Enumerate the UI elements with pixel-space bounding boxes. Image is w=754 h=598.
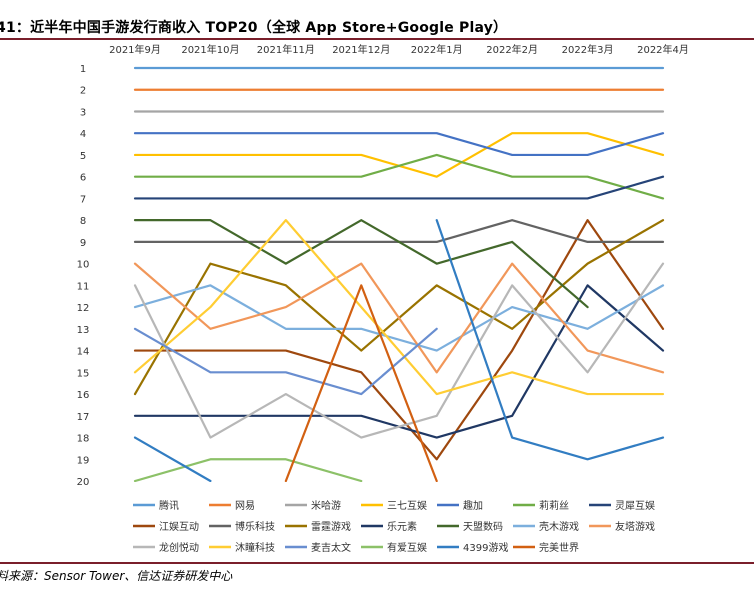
series-line-14 xyxy=(133,262,665,374)
legend-label: 乐元素 xyxy=(387,520,417,533)
x-tick-label: 2021年11月 xyxy=(257,43,315,56)
legend-label: 沐瞳科技 xyxy=(235,541,275,554)
y-tick-label: 3 xyxy=(80,107,86,118)
legend-label: 友塔游戏 xyxy=(615,520,655,533)
x-tick-label: 2022年1月 xyxy=(411,43,463,56)
series-lines xyxy=(133,66,665,482)
series-line-5 xyxy=(133,132,665,157)
y-tick-label: 13 xyxy=(77,325,90,336)
legend-label: 麦吉太文 xyxy=(311,541,351,554)
y-tick-label: 14 xyxy=(77,347,90,358)
legend-label: 壳木游戏 xyxy=(539,520,579,533)
source-note: 料来源：Sensor Tower、信达证券研发中心 xyxy=(0,569,233,583)
y-tick-label: 18 xyxy=(77,434,90,445)
y-tick-label: 2 xyxy=(80,86,86,97)
series-line-16 xyxy=(133,219,665,396)
series-line-19 xyxy=(435,219,665,461)
legend-label: 雷霆游戏 xyxy=(311,520,351,533)
legend-label: 网易 xyxy=(235,500,255,512)
legend-label: 有爱互娱 xyxy=(387,541,427,554)
y-tick-label: 19 xyxy=(77,455,90,466)
legend-label: 天盟数码 xyxy=(463,520,503,533)
x-tick-label: 2021年10月 xyxy=(181,43,239,56)
y-tick-label: 8 xyxy=(80,216,86,227)
line-chart: 2021年9月 2021年10月 2021年11月 2021年12月 2022年1月 20… xyxy=(77,43,689,554)
y-tick-label: 12 xyxy=(77,303,90,314)
y-tick-label: 17 xyxy=(77,412,90,423)
y-tick-label: 7 xyxy=(80,194,86,205)
legend-label: 龙创悦动 xyxy=(159,541,199,554)
legend-label: 趣加 xyxy=(463,499,483,512)
legend-label: 米哈游 xyxy=(311,499,341,512)
x-tick-label: 2022年2月 xyxy=(486,43,538,56)
legend-label: 腾讯 xyxy=(159,499,179,512)
x-tick-label: 2021年12月 xyxy=(332,43,390,56)
y-tick-label: 6 xyxy=(80,173,86,184)
chart-title: 41：近半年中国手游发行商收入 TOP20（全球 App Store+Googl… xyxy=(0,20,508,36)
y-tick-label: 9 xyxy=(80,238,86,249)
title-underline xyxy=(0,38,754,40)
legend-label: 4399游戏 xyxy=(463,541,508,554)
legend-label: 博乐科技 xyxy=(235,520,275,533)
x-tick-label: 2022年4月 xyxy=(637,43,689,56)
y-tick-label: 15 xyxy=(77,368,90,379)
series-line-18 xyxy=(133,458,363,482)
chart-title-bar: 41：近半年中国手游发行商收入 TOP20（全球 App Store+Googl… xyxy=(0,12,754,38)
series-line-6 xyxy=(133,153,665,200)
legend-label: 江娱互动 xyxy=(159,520,199,533)
legend-label: 莉莉丝 xyxy=(539,500,569,512)
series-line-17 xyxy=(133,327,438,396)
series-line-7 xyxy=(133,175,665,200)
y-tick-label: 4 xyxy=(80,129,86,140)
y-tick-label: 11 xyxy=(77,281,90,292)
legend-label: 灵犀互娱 xyxy=(615,499,655,512)
source-rule xyxy=(0,562,754,564)
legend-label: 三七互娱 xyxy=(387,499,427,512)
y-tick-label: 20 xyxy=(77,477,90,488)
y-tick-label: 5 xyxy=(80,151,86,162)
series-line-15 xyxy=(133,262,665,439)
series-line-12 xyxy=(133,219,589,309)
series-line-20 xyxy=(284,284,438,482)
legend-label: 完美世界 xyxy=(539,541,579,554)
x-tick-label: 2021年9月 xyxy=(109,43,161,56)
x-axis-labels: 2021年9月 2021年10月 2021年11月 2021年12月 2022年1月 20… xyxy=(109,43,689,56)
series-line-8 xyxy=(133,219,665,461)
x-tick-label: 2022年3月 xyxy=(562,43,614,56)
series-line-19 xyxy=(133,436,212,482)
y-tick-label: 1 xyxy=(80,64,86,75)
y-tick-label: 10 xyxy=(77,260,90,271)
y-tick-label: 16 xyxy=(77,390,90,401)
